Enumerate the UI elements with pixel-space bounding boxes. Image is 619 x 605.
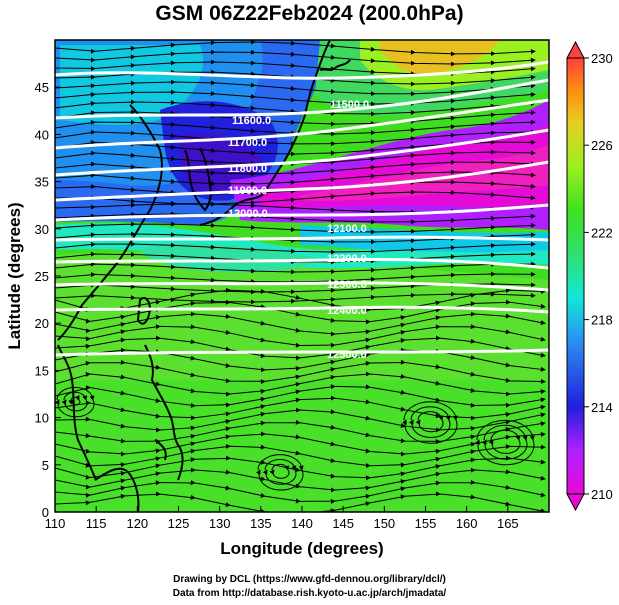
streamline (475, 419, 535, 466)
contour-labels: 11500.0 11600.0 11700.0 11800.0 11900.0 … (228, 99, 369, 361)
y-tick-label: 25 (35, 269, 49, 284)
x-tick-label: 145 (332, 516, 354, 531)
x-axis-ticks: 110 115 120 125 130 135 140 145 150 155 160 165 (45, 506, 519, 531)
x-tick-label: 165 (497, 516, 519, 531)
streamline (262, 459, 297, 485)
credit-drawing: Drawing by DCL (https://www.gfd-dennou.o… (173, 574, 446, 585)
y-tick-label: 30 (35, 222, 49, 237)
streamline (482, 424, 528, 460)
y-axis-ticks: 0 5 10 15 20 25 30 35 40 45 (35, 80, 61, 520)
streamline (55, 211, 536, 225)
y-axis-label: Latitude (degrees) (5, 202, 24, 349)
contour-label: 12400.0 (327, 305, 367, 317)
streamline (61, 391, 88, 412)
y-tick-label: 45 (35, 80, 49, 95)
streamline (269, 463, 290, 479)
y-tick-label: 15 (35, 363, 49, 378)
x-tick-label: 140 (291, 516, 313, 531)
y-tick-label: 10 (35, 411, 49, 426)
x-tick-label: 130 (209, 516, 231, 531)
x-axis-label: Longitude (degrees) (220, 539, 383, 558)
colorbar-tick-label: 210 (591, 487, 613, 502)
y-tick-label: 20 (35, 316, 49, 331)
contour-label: 11500.0 (330, 99, 369, 111)
contour-label: 12000.0 (228, 208, 268, 220)
streamline (488, 429, 521, 454)
contour-label: 11900.0 (228, 185, 267, 197)
streamline (55, 221, 536, 235)
x-tick-label: 115 (86, 516, 107, 531)
x-tick-label: 150 (373, 516, 395, 531)
colorbar-tick-label: 218 (591, 313, 613, 328)
colorbar-tick-label: 214 (591, 400, 613, 415)
contour-label: 11800.0 (228, 163, 267, 175)
contour-label: 12300.0 (327, 279, 367, 291)
credit-data-source: Data from http://database.rish.kyoto-u.a… (172, 588, 447, 599)
x-tick-label: 135 (250, 516, 272, 531)
streamline (55, 241, 536, 255)
colorbar-tick-label: 230 (591, 51, 613, 66)
y-tick-label: 35 (35, 175, 49, 190)
streamline (256, 454, 304, 491)
y-tick-label: 0 (42, 505, 49, 520)
streamline (402, 401, 458, 444)
x-tick-label: 160 (456, 516, 478, 531)
page-title: GSM 06Z22Feb2024 (200.0hPa) (155, 2, 464, 25)
streamline (415, 411, 444, 433)
streamline (55, 491, 546, 512)
height-contours (55, 60, 549, 357)
contour-label: 11700.0 (228, 137, 267, 149)
contour-label: 12100.0 (327, 223, 367, 235)
x-tick-label: 125 (168, 516, 190, 531)
x-tick-label: 155 (415, 516, 437, 531)
streamline (55, 386, 95, 418)
y-tick-label: 40 (35, 127, 49, 142)
colorbar: 210 214 218 222 226 230 (566, 40, 613, 512)
x-tick-label: 110 (45, 516, 66, 531)
colorbar-tick-label: 226 (591, 138, 613, 153)
contour-label: 11600.0 (232, 115, 271, 127)
streamline (408, 406, 451, 439)
x-tick-label: 120 (126, 516, 148, 531)
contour-label: 12500.0 (327, 349, 367, 361)
colorbar-tick-label: 222 (591, 225, 613, 240)
streamline (55, 189, 536, 207)
contour-label: 12200.0 (327, 253, 367, 265)
y-tick-label: 5 (42, 458, 49, 473)
